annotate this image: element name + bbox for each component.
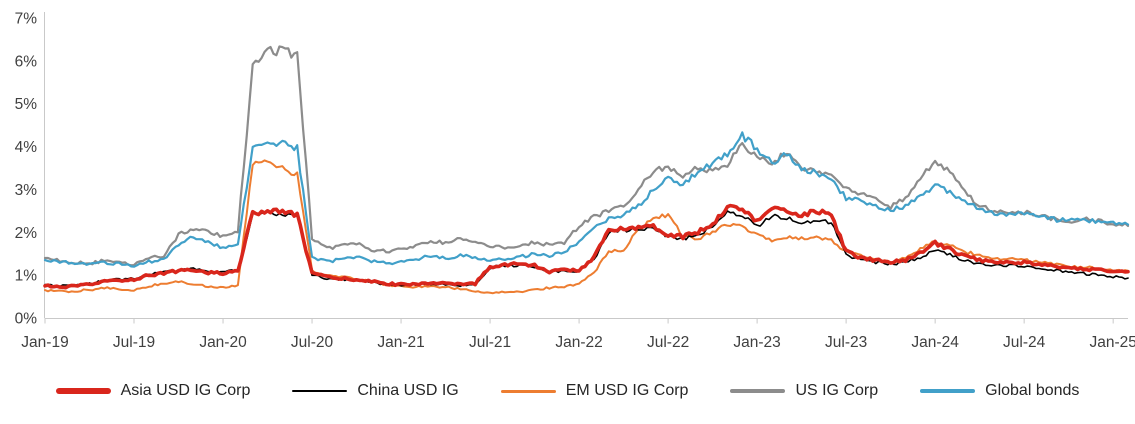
chart-legend: Asia USD IG Corp China USD IG EM USD IG Co… bbox=[0, 382, 1135, 400]
legend-label: China USD IG bbox=[357, 382, 459, 399]
svg-text:Jan-25: Jan-25 bbox=[1089, 334, 1135, 351]
svg-text:Jul-20: Jul-20 bbox=[291, 334, 334, 351]
svg-text:Jul-24: Jul-24 bbox=[1003, 334, 1046, 351]
legend-label: Asia USD IG Corp bbox=[120, 382, 251, 399]
svg-text:5%: 5% bbox=[15, 96, 38, 113]
svg-text:1%: 1% bbox=[15, 268, 38, 285]
svg-text:Jul-19: Jul-19 bbox=[113, 334, 155, 351]
legend-label: US IG Corp bbox=[795, 382, 879, 399]
legend-label: Global bonds bbox=[985, 382, 1080, 399]
legend-item-global-bonds: Global bonds bbox=[920, 382, 1079, 400]
legend-line-marker bbox=[920, 389, 976, 393]
svg-text:3%: 3% bbox=[15, 182, 38, 199]
svg-text:7%: 7% bbox=[15, 11, 38, 28]
svg-text:Jan-24: Jan-24 bbox=[911, 334, 959, 351]
svg-text:Jan-22: Jan-22 bbox=[555, 334, 602, 351]
svg-text:Jan-23: Jan-23 bbox=[733, 334, 780, 351]
svg-text:2%: 2% bbox=[15, 225, 38, 242]
legend-item-asia-usd-ig-corp: Asia USD IG Corp bbox=[55, 382, 251, 400]
legend-item-china-usd-ig: China USD IG bbox=[292, 382, 459, 400]
svg-text:Jul-23: Jul-23 bbox=[825, 334, 867, 351]
svg-text:Jan-19: Jan-19 bbox=[21, 334, 68, 351]
svg-text:Jan-21: Jan-21 bbox=[377, 334, 424, 351]
svg-text:Jan-20: Jan-20 bbox=[199, 334, 247, 351]
legend-line-marker bbox=[292, 389, 348, 393]
svg-text:Jul-21: Jul-21 bbox=[469, 334, 511, 351]
svg-text:Jul-22: Jul-22 bbox=[647, 334, 689, 351]
legend-label: EM USD IG Corp bbox=[565, 382, 689, 399]
legend-line-marker bbox=[55, 388, 111, 394]
chart-canvas: 0% 1% 2% 3% 4% 5% 6% 7% Jan-19 Jul-19 Jan-20 Jul-20… bbox=[15, 11, 1135, 352]
svg-text:0%: 0% bbox=[15, 311, 38, 328]
svg-text:4%: 4% bbox=[15, 139, 38, 156]
legend-item-us-ig-corp: US IG Corp bbox=[730, 382, 878, 400]
legend-item-em-usd-ig-corp: EM USD IG Corp bbox=[500, 382, 689, 400]
legend-line-marker bbox=[730, 389, 786, 393]
legend-line-marker bbox=[500, 389, 556, 393]
svg-text:6%: 6% bbox=[15, 53, 38, 70]
